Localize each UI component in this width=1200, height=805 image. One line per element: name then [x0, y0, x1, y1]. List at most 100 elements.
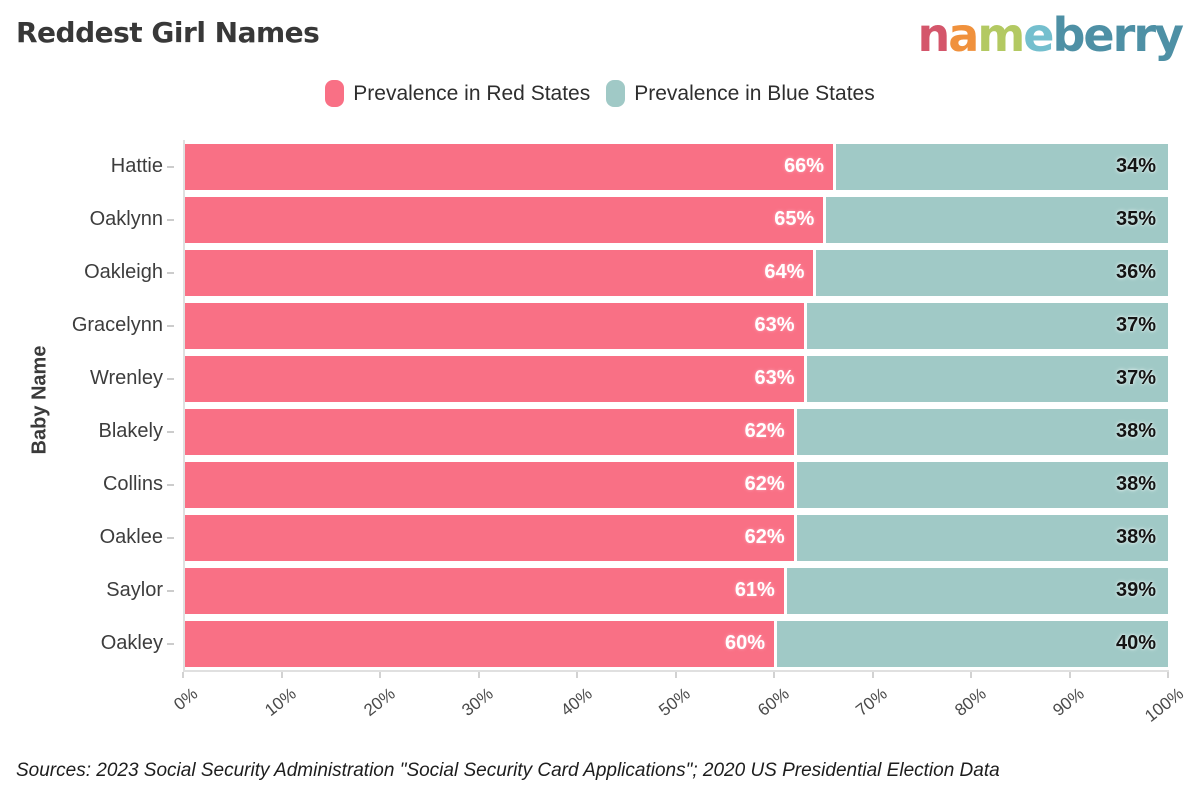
bar-row: Collins 62% 38%	[0, 458, 1200, 511]
red-segment-value-label: 63%	[754, 314, 795, 336]
blue-segment-value-label: 37%	[1115, 367, 1156, 389]
bar-row: Saylor 61% 39%	[0, 564, 1200, 617]
blue-segment-value-label: 38%	[1115, 473, 1156, 495]
red-states-segment: 64%	[183, 249, 814, 296]
blue-states-segment: 38%	[796, 461, 1168, 508]
x-axis-tick-label: 30%	[458, 684, 498, 720]
stacked-bar: 61% 39%	[183, 567, 1168, 614]
logo-letter: r	[1112, 8, 1136, 62]
red-segment-value-label: 64%	[764, 261, 805, 283]
red-segment-value-label: 63%	[754, 367, 795, 389]
stacked-bar: 66% 34%	[183, 143, 1168, 190]
x-tick-mark	[871, 672, 874, 678]
bar-row: Hattie 66% 34%	[0, 140, 1200, 193]
x-tick-mark	[1068, 672, 1071, 678]
y-axis-category-label: Oaklee	[99, 526, 163, 548]
x-tick-mark	[970, 672, 972, 678]
red-segment-value-label: 66%	[784, 155, 825, 177]
bar-row: Oaklee 62% 38%	[0, 511, 1200, 564]
logo-letter: b	[1052, 8, 1085, 62]
blue-states-segment: 37%	[806, 302, 1168, 349]
blue-states-segment: 36%	[816, 249, 1168, 296]
legend-label-red: Prevalence in Red States	[353, 81, 591, 105]
x-axis-line	[183, 670, 1169, 672]
chart-title: Reddest Girl Names	[16, 16, 320, 49]
y-axis-category-label: Gracelynn	[71, 314, 163, 336]
red-states-segment: 63%	[183, 355, 804, 402]
blue-states-segment: 35%	[826, 196, 1168, 243]
blue-segment-value-label: 40%	[1115, 632, 1156, 654]
stacked-bar: 62% 38%	[183, 514, 1168, 561]
y-axis-category-label: Wrenley	[90, 367, 163, 389]
source-note: Sources: 2023 Social Security Administra…	[16, 760, 1000, 781]
logo-letter: r	[1133, 8, 1156, 62]
x-tick-mark	[674, 672, 677, 678]
red-segment-value-label: 62%	[744, 526, 785, 548]
stacked-bar: 62% 38%	[183, 408, 1168, 455]
bar-row: Oakley 60% 40%	[0, 617, 1200, 670]
x-axis-tick-label: 10%	[261, 684, 301, 720]
blue-segment-value-label: 38%	[1115, 526, 1156, 548]
y-axis-category-label: Blakely	[98, 420, 163, 442]
red-segment-value-label: 61%	[734, 579, 775, 601]
stacked-bar: 60% 40%	[183, 620, 1168, 667]
red-segment-value-label: 62%	[744, 473, 785, 495]
blue-states-segment: 39%	[786, 567, 1168, 614]
blue-segment-value-label: 35%	[1115, 208, 1156, 230]
y-tick-mark	[167, 642, 174, 645]
red-states-segment: 62%	[183, 461, 794, 508]
logo-letter: e	[1083, 8, 1114, 62]
x-axis-tick-label: 40%	[557, 684, 596, 720]
logo-letter: e	[1023, 8, 1054, 62]
y-axis-category-label: Oakleigh	[84, 261, 163, 283]
y-axis-category-label: Saylor	[106, 579, 163, 601]
blue-segment-value-label: 39%	[1115, 579, 1156, 601]
bar-row: Gracelynn 63% 37%	[0, 299, 1200, 352]
y-tick-mark	[167, 324, 174, 327]
x-axis-tick-label: 20%	[360, 684, 399, 720]
bar-row: Oakleigh 64% 36%	[0, 246, 1200, 299]
red-states-segment: 62%	[183, 514, 794, 561]
x-axis-tick-label: 100%	[1140, 684, 1187, 726]
blue-states-segment: 38%	[796, 408, 1168, 455]
blue-states-segment: 40%	[777, 620, 1168, 667]
legend: Prevalence in Red States Prevalence in B…	[0, 80, 1200, 107]
x-tick-mark	[1167, 672, 1169, 678]
blue-states-segment: 38%	[796, 514, 1168, 561]
nameberry-logo: nameberry	[918, 8, 1184, 62]
y-axis-category-label: Oaklynn	[89, 208, 163, 230]
y-axis-category-label: Oakley	[100, 632, 163, 654]
red-states-segment: 65%	[183, 196, 824, 243]
blue-states-segment: 37%	[806, 355, 1168, 402]
y-tick-mark	[167, 271, 174, 274]
red-states-segment: 62%	[183, 408, 794, 455]
stacked-bar: 64% 36%	[183, 249, 1168, 296]
y-tick-mark	[167, 218, 174, 221]
legend-item-blue-states: Prevalence in Blue States	[606, 80, 875, 107]
logo-letter: a	[948, 8, 979, 62]
bar-row: Blakely 62% 38%	[0, 405, 1200, 458]
logo-letter: y	[1154, 8, 1184, 62]
red-segment-value-label: 65%	[774, 208, 815, 230]
red-states-segment: 66%	[183, 143, 834, 190]
x-tick-mark	[280, 672, 283, 678]
red-states-segment: 63%	[183, 302, 804, 349]
x-tick-mark	[773, 672, 775, 678]
x-axis-tick-label: 80%	[951, 684, 990, 720]
legend-item-red-states: Prevalence in Red States	[325, 80, 590, 107]
blue-segment-value-label: 36%	[1115, 261, 1156, 283]
x-axis-tick-label: 0%	[170, 684, 202, 715]
stacked-bar: 65% 35%	[183, 196, 1168, 243]
y-axis-category-label: Collins	[102, 473, 163, 495]
y-axis-line	[183, 140, 185, 671]
x-axis-tick-label: 50%	[655, 684, 695, 720]
x-tick-mark	[576, 672, 578, 678]
logo-letter: m	[977, 8, 1025, 62]
stacked-bar: 63% 37%	[183, 355, 1168, 402]
blue-segment-value-label: 34%	[1115, 155, 1156, 177]
red-states-segment: 60%	[183, 620, 774, 667]
y-tick-mark	[167, 536, 174, 539]
blue-states-segment: 34%	[836, 143, 1168, 190]
stacked-bar: 62% 38%	[183, 461, 1168, 508]
